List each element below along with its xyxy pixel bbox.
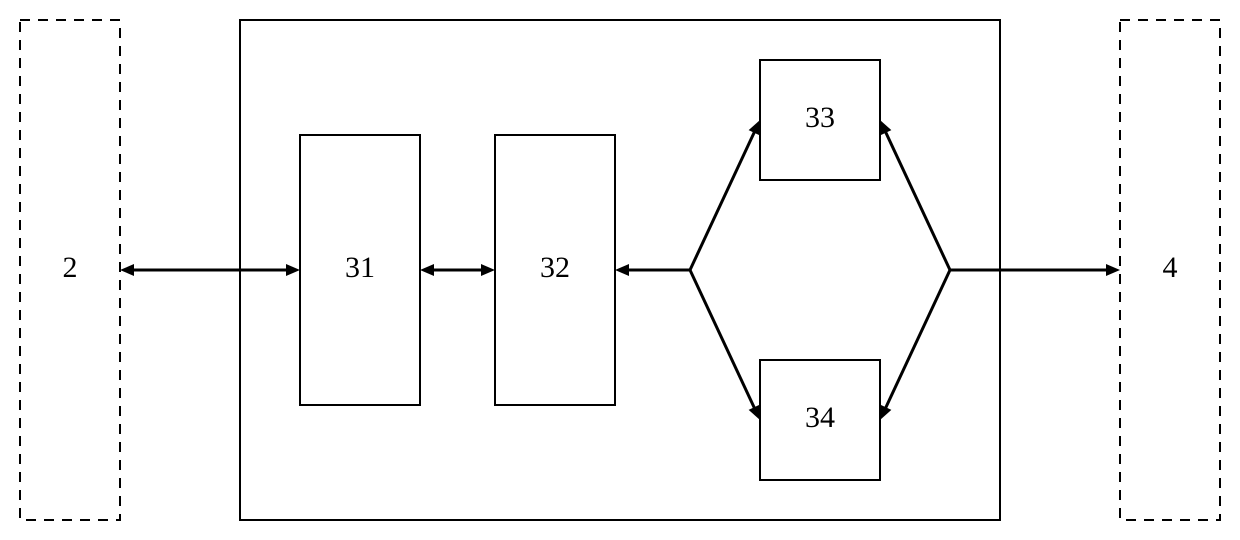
node-label-n33: 33 bbox=[805, 101, 835, 134]
edge-4 bbox=[690, 270, 760, 420]
node-label-n2: 2 bbox=[63, 251, 78, 284]
node-label-n4: 4 bbox=[1163, 251, 1178, 284]
edge-5 bbox=[880, 120, 950, 270]
edge-1 bbox=[420, 264, 495, 276]
edge-0 bbox=[120, 264, 300, 276]
node-label-n31: 31 bbox=[345, 251, 375, 284]
edge-2 bbox=[615, 264, 690, 276]
edge-3 bbox=[690, 120, 760, 270]
node-label-n34: 34 bbox=[805, 401, 835, 434]
edge-6 bbox=[880, 270, 950, 420]
node-label-n32: 32 bbox=[540, 251, 570, 284]
edge-7 bbox=[950, 264, 1120, 276]
